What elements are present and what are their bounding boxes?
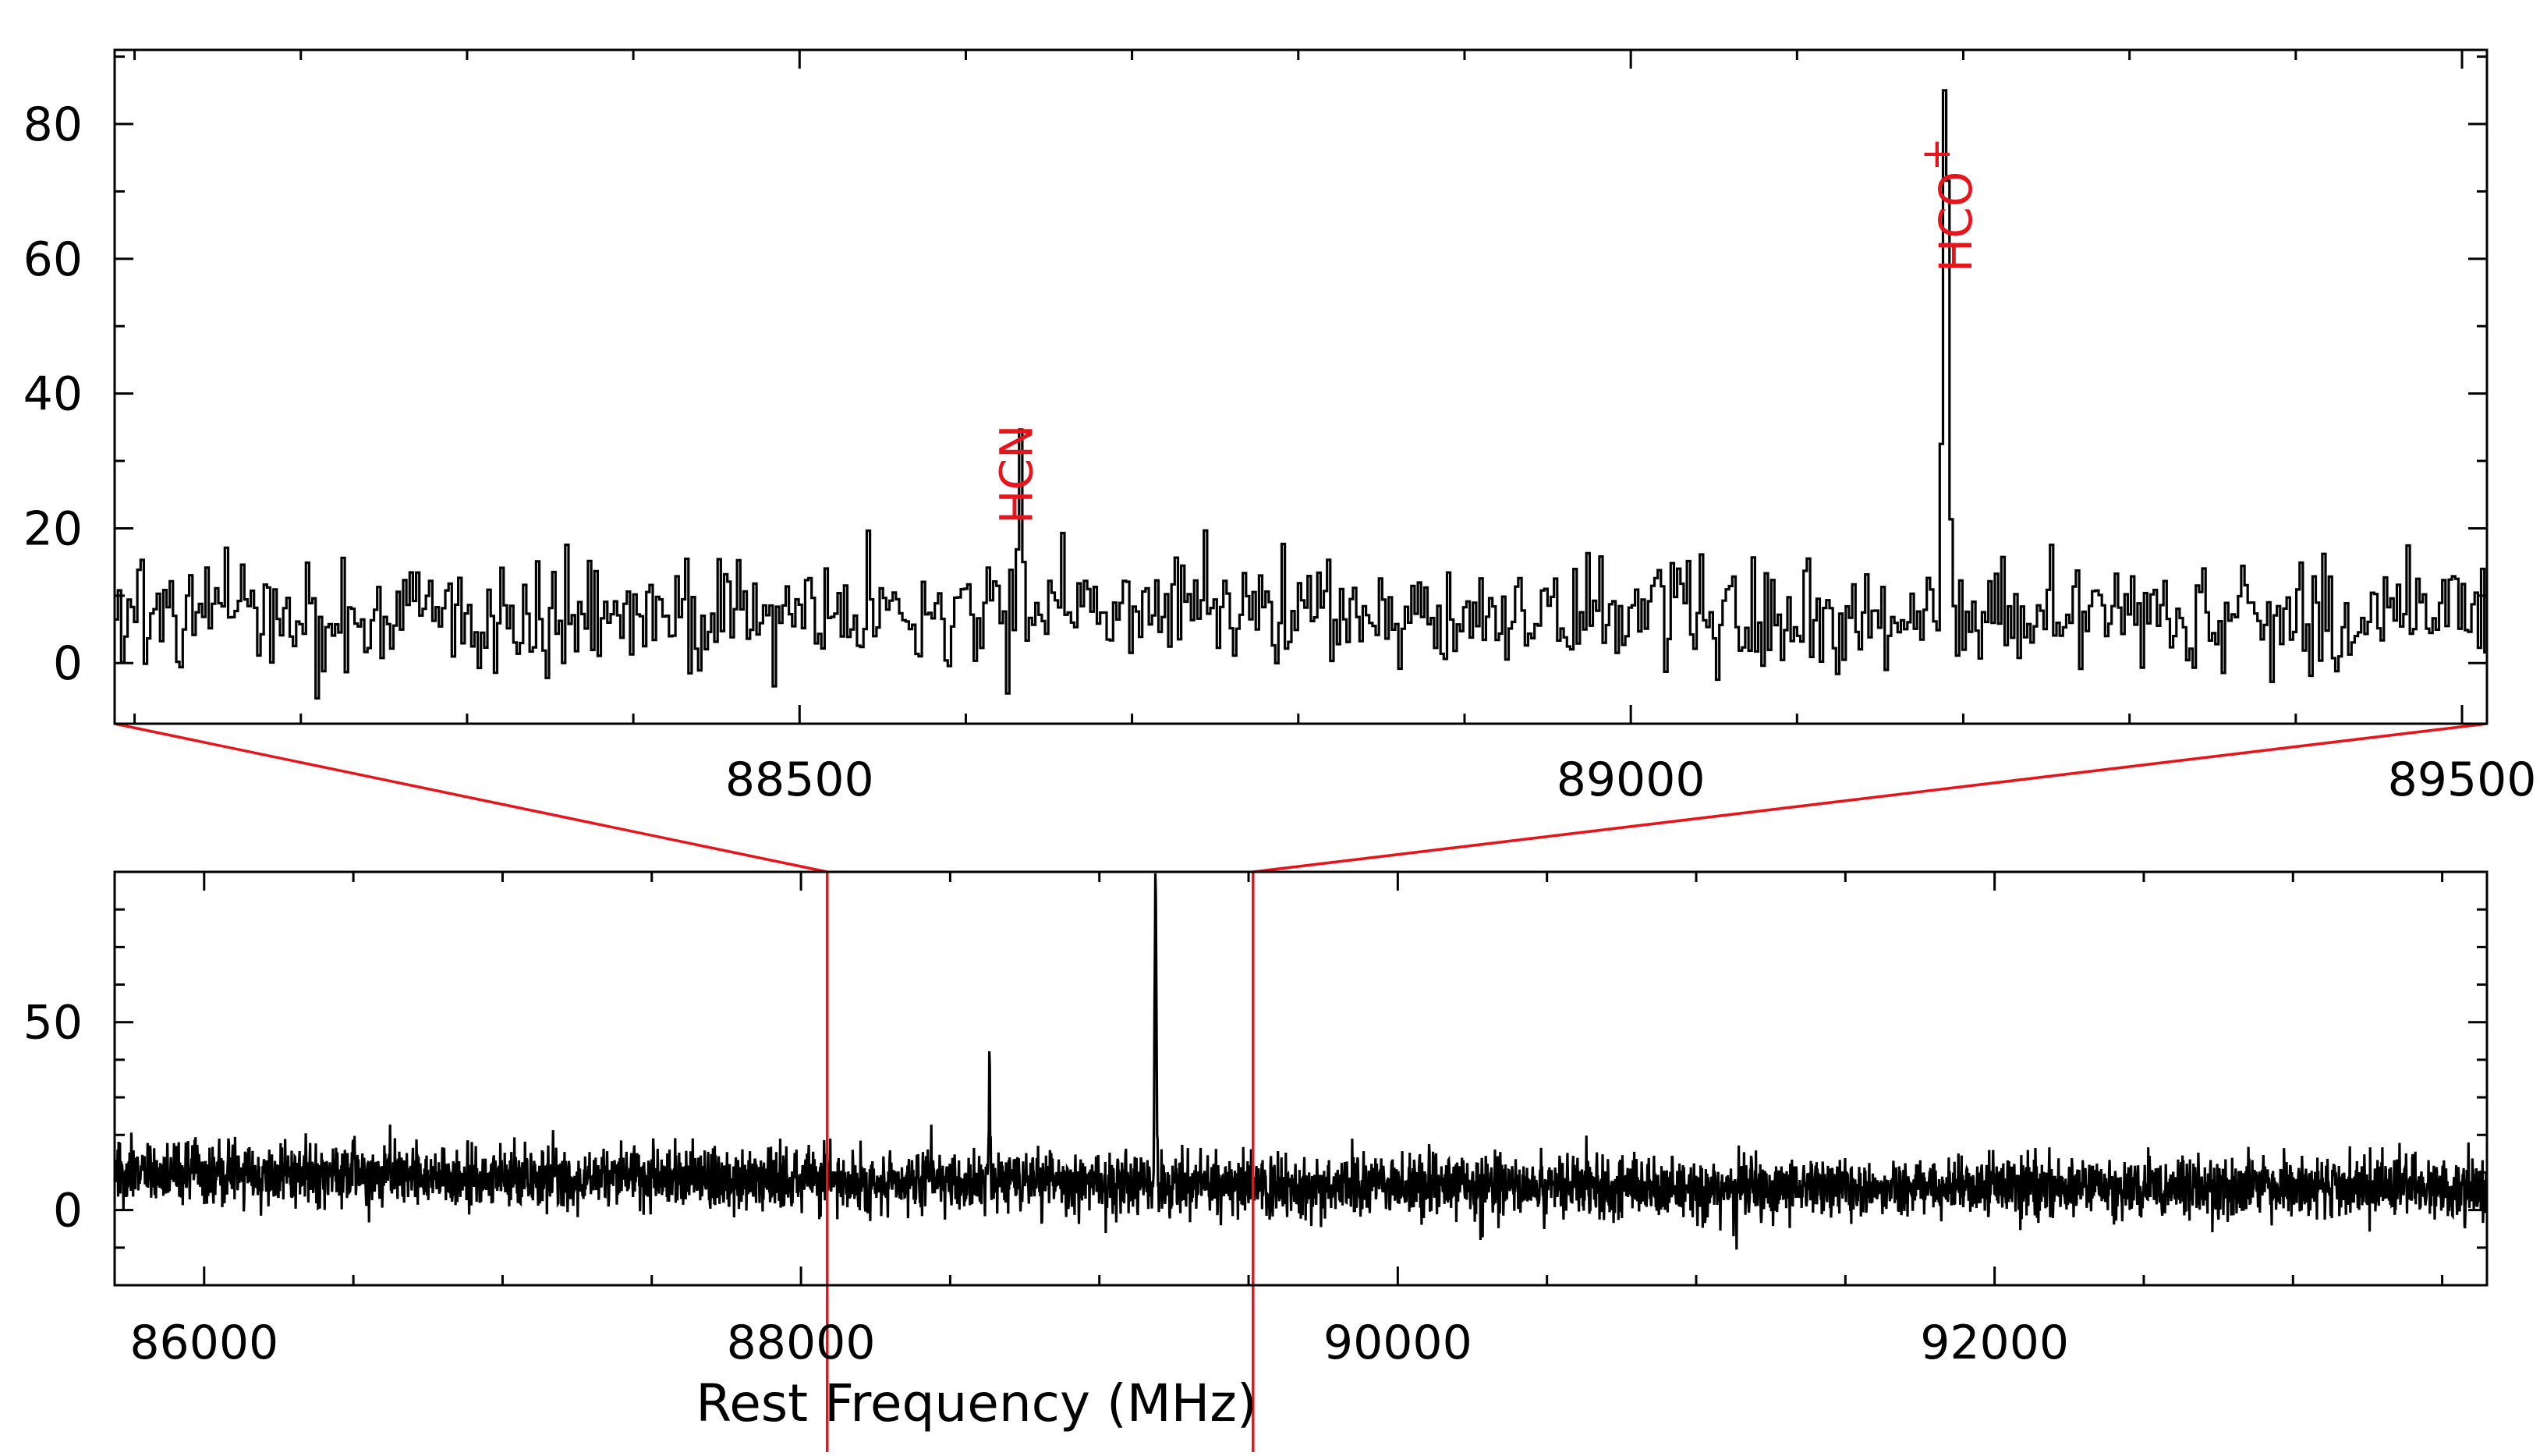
top-panel: 88500 89000 89500 0 20 40 60 80 HCN HCO+ <box>23 48 2537 807</box>
bottom-y-tick-label: 50 <box>23 996 83 1050</box>
hcn-label: HCN <box>990 425 1043 525</box>
bottom-x-tick-label: 86000 <box>129 1316 278 1370</box>
top-y-tick-label: 80 <box>23 97 83 152</box>
line-annotations: HCN HCO+ <box>990 137 1983 524</box>
bottom-x-tick-label: 88000 <box>727 1316 876 1370</box>
bottom-x-tick-label: 92000 <box>1920 1316 2069 1370</box>
zoom-connectors <box>114 722 2488 873</box>
bottom-x-tick-labels: 86000 88000 90000 92000 <box>129 1316 2069 1370</box>
top-x-tick-label: 89000 <box>1557 753 1706 807</box>
top-axis-ticks <box>115 50 2487 724</box>
bottom-panel: 86000 88000 90000 92000 0 50 Rest Frequency … <box>23 870 2489 1452</box>
top-x-tick-labels: 88500 89000 89500 <box>725 753 2537 807</box>
top-x-tick-label: 88500 <box>725 753 874 807</box>
top-x-tick-label: 89500 <box>2388 753 2537 807</box>
top-y-tick-label: 20 <box>23 501 83 556</box>
bottom-spectrum-trace <box>113 873 2489 1250</box>
zoom-connector-right <box>1252 722 2488 873</box>
x-axis-title: Rest Frequency (MHz) <box>696 1373 1256 1433</box>
top-y-tick-label: 40 <box>23 367 83 422</box>
zoom-connector-left <box>114 722 828 873</box>
top-plot-frame <box>113 48 2489 725</box>
bottom-y-tick-labels: 0 50 <box>23 996 83 1238</box>
top-spectrum-trace <box>115 89 2487 700</box>
bottom-plot-frame <box>113 870 2489 1287</box>
zoom-region-markers <box>825 872 1255 1452</box>
top-y-tick-label: 60 <box>23 232 83 287</box>
top-y-tick-label: 0 <box>53 636 83 691</box>
hco-plus-label: HCO+ <box>1913 137 1982 272</box>
bottom-y-tick-label: 0 <box>53 1184 83 1238</box>
top-y-tick-labels: 0 20 40 60 80 <box>23 97 83 691</box>
bottom-x-tick-label: 90000 <box>1323 1316 1472 1370</box>
